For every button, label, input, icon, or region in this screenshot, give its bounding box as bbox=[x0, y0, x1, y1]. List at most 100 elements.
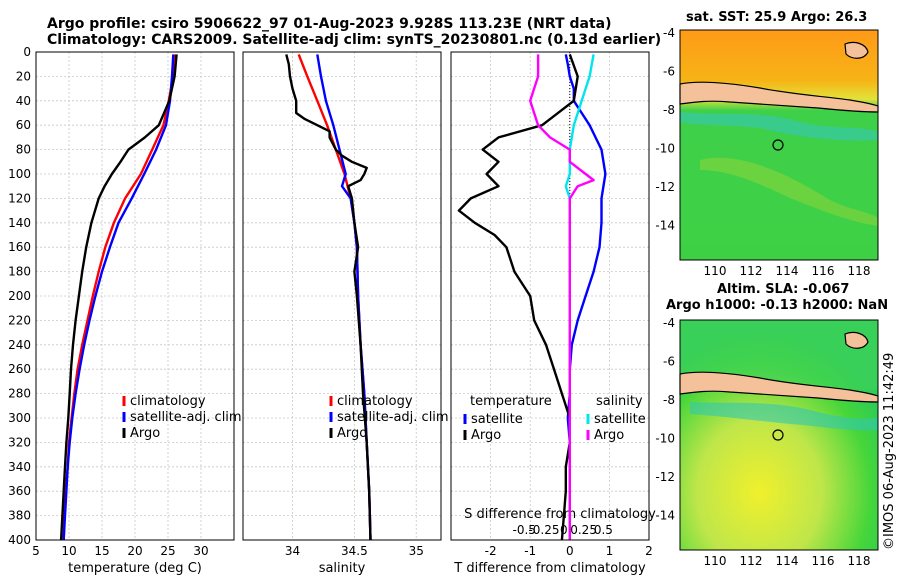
legend-heading-salinity: salinity bbox=[596, 394, 643, 409]
map-y-tick-label: -4 bbox=[663, 26, 675, 40]
s-tick-label: -0.5 bbox=[512, 523, 535, 537]
map-x-tick-label: 112 bbox=[740, 554, 763, 568]
x-tick-label: 15 bbox=[94, 544, 109, 558]
legend-label: satellite bbox=[594, 412, 646, 427]
legend-label: Argo bbox=[471, 428, 501, 443]
map-x-tick-label: 114 bbox=[776, 264, 799, 278]
legend-heading-temperature: temperature bbox=[470, 394, 552, 409]
y-tick-label: 120 bbox=[8, 191, 31, 205]
map-y-tick-label: -10 bbox=[655, 142, 675, 156]
sla-map: 110 112 114 116 118 -4 -6 -8 -10 -12 -14 bbox=[655, 316, 879, 568]
series-line-salinity-argo bbox=[529, 54, 595, 540]
map-y-tick-label: -14 bbox=[655, 509, 675, 523]
map-y-tick-label: -8 bbox=[663, 103, 675, 117]
map-y-tick-label: -12 bbox=[655, 470, 675, 484]
sla-map-island bbox=[844, 331, 869, 349]
x-tick-label: 34.5 bbox=[341, 544, 368, 558]
x-tick-label: -2 bbox=[485, 544, 497, 558]
map-y-tick-label: -6 bbox=[663, 65, 675, 79]
map-y-tick-label: -14 bbox=[655, 219, 675, 233]
y-tick-label: 360 bbox=[8, 484, 31, 498]
x-tick-label: 1 bbox=[606, 544, 614, 558]
y-tick-label: 220 bbox=[8, 313, 31, 327]
y-tick-label: 60 bbox=[16, 118, 31, 132]
legend-label: satellite-adj. clim bbox=[130, 410, 242, 425]
y-tick-label: 100 bbox=[8, 167, 31, 181]
map-y-tick-label: -8 bbox=[663, 393, 675, 407]
temperature-panel: 0 20 40 60 80 100 120 140 160 180 200 220 240 260 280 3… bbox=[8, 45, 242, 576]
sst-map-frame bbox=[679, 29, 879, 261]
series-line-argo bbox=[285, 54, 372, 541]
x-tick-label: 0 bbox=[566, 544, 574, 558]
legend-label: satellite bbox=[471, 412, 523, 427]
map-y-tick-label: -6 bbox=[663, 355, 675, 369]
salinity-panel: 34 34.5 35 salinity climatologysatellite-adj… bbox=[242, 51, 449, 576]
y-tick-label: 320 bbox=[8, 435, 31, 449]
y-tick-label: 300 bbox=[8, 411, 31, 425]
x-tick-label: 5 bbox=[32, 544, 40, 558]
y-tick-label: 80 bbox=[16, 143, 31, 157]
map-x-tick-label: 118 bbox=[848, 554, 871, 568]
y-tick-label: 380 bbox=[8, 509, 31, 523]
sla-map-north-green bbox=[680, 320, 878, 390]
y-tick-label: 180 bbox=[8, 265, 31, 279]
panel-frame bbox=[35, 51, 235, 541]
panel-frame bbox=[242, 51, 442, 541]
y-tick-label: 40 bbox=[16, 94, 31, 108]
sla-map-title-line2: Argo h1000: -0.13 h2000: NaN bbox=[666, 298, 889, 313]
y-tick-label: 280 bbox=[8, 387, 31, 401]
legend-label: climatology bbox=[337, 394, 413, 409]
x-axis-label: salinity bbox=[319, 561, 366, 576]
main-title-line1: Argo profile: csiro 5906622_97 01-Aug-20… bbox=[47, 16, 612, 32]
x-tick-label: -1 bbox=[524, 544, 536, 558]
sst-map-island bbox=[844, 41, 869, 59]
sst-map-argo-marker bbox=[772, 139, 784, 151]
sla-map-argo-marker bbox=[772, 429, 784, 441]
main-title-line2: Climatology: CARS2009. Satellite-adj cli… bbox=[47, 32, 662, 48]
x-tick-label: 35 bbox=[409, 544, 424, 558]
legend-label: Argo bbox=[130, 426, 160, 441]
s-tick-label: 0.25 bbox=[570, 523, 597, 537]
difference-panel: -2 -1 0 1 2 T difference from climatology -0.5… bbox=[450, 51, 656, 576]
y-tick-label: 260 bbox=[8, 362, 31, 376]
map-x-tick-label: 116 bbox=[812, 554, 835, 568]
map-y-tick-label: -4 bbox=[663, 316, 675, 330]
series-line-argo bbox=[59, 54, 178, 541]
map-y-tick-label: -10 bbox=[655, 432, 675, 446]
x-tick-label: 25 bbox=[160, 544, 175, 558]
x-tick-label: 2 bbox=[645, 544, 653, 558]
legend-label: satellite-adj. clim bbox=[337, 410, 449, 425]
x-tick-label: 20 bbox=[127, 544, 142, 558]
sst-map: 110 112 114 116 118 -4 -6 -8 -10 -12 -14 bbox=[655, 26, 879, 278]
y-tick-label: 160 bbox=[8, 240, 31, 254]
x-tick-label: 30 bbox=[193, 544, 208, 558]
legend-label: Argo bbox=[337, 426, 367, 441]
sst-map-field bbox=[680, 30, 878, 260]
y-tick-label: 340 bbox=[8, 460, 31, 474]
series-line-satellite-adj-clim bbox=[62, 54, 175, 541]
sst-map-warm-band bbox=[700, 157, 878, 226]
x-axis-label: temperature (deg C) bbox=[68, 561, 202, 576]
x-axis-label: T difference from climatology bbox=[453, 561, 646, 576]
map-y-tick-label: -12 bbox=[655, 180, 675, 194]
y-tick-label: 0 bbox=[23, 45, 31, 59]
y-tick-label: 20 bbox=[16, 69, 31, 83]
sla-map-cool-eddy bbox=[690, 402, 878, 431]
x-tick-label: 10 bbox=[61, 544, 76, 558]
legend-label: climatology bbox=[130, 394, 206, 409]
sst-map-cool-eddy bbox=[680, 112, 878, 141]
y-tick-label: 200 bbox=[8, 289, 31, 303]
legend-label: Argo bbox=[594, 428, 624, 443]
map-x-tick-label: 118 bbox=[848, 264, 871, 278]
panel-frame bbox=[450, 51, 650, 541]
s-tick-label: 0.5 bbox=[594, 523, 613, 537]
map-x-tick-label: 110 bbox=[704, 264, 727, 278]
map-x-tick-label: 116 bbox=[812, 264, 835, 278]
map-x-tick-label: 110 bbox=[704, 554, 727, 568]
y-tick-label: 400 bbox=[8, 533, 31, 547]
s-tick-label: -0.25 bbox=[528, 523, 559, 537]
sla-map-title-line1: Altim. SLA: -0.067 bbox=[717, 282, 850, 297]
sst-map-title: sat. SST: 25.9 Argo: 26.3 bbox=[686, 10, 868, 25]
s-axis-label: S difference from climatology bbox=[464, 507, 656, 522]
